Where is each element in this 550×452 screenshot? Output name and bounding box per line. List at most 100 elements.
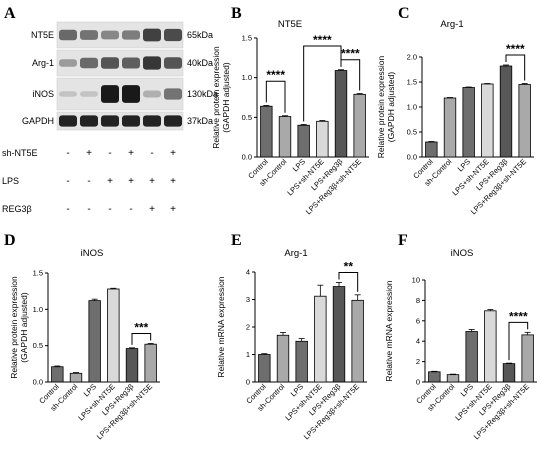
blot-condition-sign: + bbox=[170, 148, 176, 159]
y-tick-label: 8 bbox=[416, 296, 420, 305]
y-tick-label: 0.0 bbox=[33, 378, 43, 387]
panel-letter: D bbox=[4, 232, 16, 249]
y-tick-label: 1.0 bbox=[242, 73, 252, 82]
y-tick-label: 1.0 bbox=[407, 103, 417, 112]
blot-band bbox=[59, 115, 77, 127]
y-tick-label: 4 bbox=[416, 337, 420, 346]
bar bbox=[518, 84, 531, 158]
bar bbox=[332, 286, 346, 383]
bar bbox=[446, 374, 460, 383]
bar bbox=[465, 331, 478, 383]
significance-label: **** bbox=[313, 33, 332, 47]
blot-band bbox=[143, 28, 161, 42]
y-tick-label: 0.0 bbox=[407, 153, 417, 162]
significance-bracket bbox=[505, 54, 526, 81]
y-tick-label: 3 bbox=[246, 295, 250, 304]
chart-title: NT5E bbox=[278, 19, 302, 30]
blot-strip bbox=[56, 49, 184, 77]
blot-band bbox=[59, 29, 77, 41]
bar bbox=[481, 83, 494, 158]
bar bbox=[69, 372, 83, 383]
bar bbox=[428, 371, 441, 383]
blot-condition-sign: - bbox=[87, 204, 90, 215]
blot-band bbox=[143, 115, 161, 127]
blot-band bbox=[164, 88, 182, 100]
blot-band bbox=[143, 90, 161, 98]
y-tick-label: 4 bbox=[246, 268, 250, 277]
blot-condition-sign: - bbox=[150, 148, 153, 159]
blot-band bbox=[101, 30, 119, 40]
blot-band bbox=[101, 57, 119, 69]
significance-bracket bbox=[303, 45, 342, 122]
blot-condition-sign: - bbox=[108, 204, 111, 215]
blot-condition-sign: + bbox=[170, 176, 176, 187]
blot-strip bbox=[56, 21, 184, 49]
y-tick-label: 1.5 bbox=[242, 34, 252, 43]
bar bbox=[314, 295, 327, 383]
blot-condition-sign: + bbox=[170, 204, 176, 215]
significance-bracket bbox=[508, 321, 529, 361]
blot-condition-sign: + bbox=[86, 148, 92, 159]
chart-panel-b: B NT5E 0.0 0.5 1.0 1.5 Relative protein expres… bbox=[211, 5, 369, 216]
blot-condition-sign: - bbox=[66, 148, 69, 159]
blot-band bbox=[143, 56, 161, 70]
bar bbox=[462, 87, 475, 158]
chart-title: Arg-1 bbox=[440, 19, 463, 30]
panel-letter: E bbox=[231, 232, 242, 249]
blot-band bbox=[80, 57, 98, 69]
y-axis-label: (GAPDH adjusted) bbox=[19, 292, 29, 363]
blot-condition-sign: - bbox=[129, 204, 132, 215]
significance-label: **** bbox=[341, 47, 360, 61]
blot-protein-label: iNOS bbox=[32, 89, 54, 99]
chart-panel-c: C Arg-1 0.0 0.5 1.0 1.5 2.0 Relative protein ex… bbox=[376, 5, 534, 216]
chart-title: iNOS bbox=[81, 248, 104, 259]
bar bbox=[334, 70, 348, 158]
bar bbox=[144, 343, 157, 383]
blot-condition-label: sh-NT5E bbox=[2, 148, 38, 158]
blot-band bbox=[101, 115, 119, 127]
bar bbox=[51, 366, 64, 383]
bar bbox=[443, 97, 457, 158]
bar bbox=[484, 310, 497, 383]
y-axis-label: Relative protein expression bbox=[211, 46, 221, 149]
panel-letter: C bbox=[398, 5, 410, 22]
significance-label: **** bbox=[509, 309, 528, 323]
y-tick-label: 6 bbox=[416, 316, 420, 325]
bar bbox=[351, 299, 364, 383]
blot-protein-label: NT5E bbox=[31, 30, 54, 40]
blot-band bbox=[80, 115, 98, 127]
bar bbox=[107, 288, 120, 383]
bar bbox=[295, 340, 308, 383]
bar bbox=[425, 141, 438, 158]
blot-band bbox=[122, 115, 140, 127]
blot-condition-sign: + bbox=[149, 176, 155, 187]
y-tick-label: 10 bbox=[412, 276, 420, 285]
bar bbox=[297, 124, 310, 158]
y-tick-label: 2 bbox=[416, 357, 420, 366]
blot-band bbox=[164, 28, 182, 42]
y-axis-label: (GAPDH adjusted) bbox=[221, 62, 231, 133]
bar bbox=[353, 93, 366, 158]
bar bbox=[125, 348, 139, 383]
y-tick-label: 2.0 bbox=[407, 53, 417, 62]
y-tick-label: 1.0 bbox=[33, 305, 43, 314]
y-tick-label: 0.5 bbox=[242, 113, 252, 122]
bar bbox=[276, 334, 290, 383]
significance-bracket bbox=[265, 80, 286, 113]
y-axis-label: (GAPDH adjusted) bbox=[386, 72, 396, 143]
western-blot-panel: A NT5E 65kDa Arg-1 40kDa iNOS 130kDa GAPDH 37kDa… bbox=[2, 5, 218, 215]
y-tick-label: 0 bbox=[416, 378, 420, 387]
blot-strip bbox=[56, 77, 184, 111]
panel-letter-a: A bbox=[4, 5, 16, 22]
significance-bracket bbox=[131, 332, 152, 345]
blot-condition-label: REG3β bbox=[2, 204, 32, 214]
y-tick-label: 1 bbox=[246, 350, 250, 359]
bar bbox=[499, 65, 513, 158]
blot-band bbox=[164, 57, 182, 69]
bar bbox=[316, 120, 329, 158]
y-tick-label: 0.5 bbox=[33, 341, 43, 350]
blot-size-label: 130kDa bbox=[187, 89, 218, 99]
